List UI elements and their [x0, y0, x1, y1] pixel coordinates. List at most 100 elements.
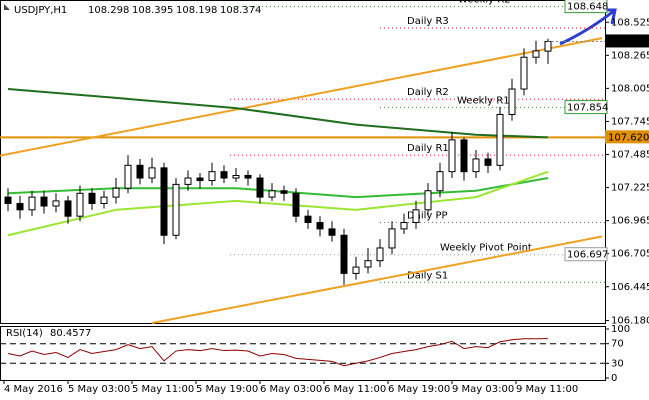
rsi-tick-label: 0 [611, 373, 617, 384]
level-label: Daily R1 [407, 143, 449, 154]
y-tick-label: 106.445 [611, 282, 649, 293]
candle-body [472, 158, 480, 173]
chart-title: USDJPY,H1 [14, 5, 67, 16]
candle-body [232, 174, 240, 179]
candle-body [340, 234, 348, 274]
candle-body [460, 139, 468, 173]
candle-body [220, 171, 228, 179]
x-tick-label: 5 May 03:00 [68, 384, 130, 395]
y-tick-label: 106.965 [611, 216, 649, 227]
candle-body [16, 202, 24, 211]
candle-body [376, 247, 384, 262]
x-tick-label: 5 May 19:00 [196, 384, 258, 395]
candle-body [52, 200, 60, 207]
candle-body [508, 88, 516, 115]
candle-body [316, 222, 324, 230]
candle-body [544, 40, 552, 52]
candle-body [196, 177, 204, 182]
level-label: Weekly Pivot Point [440, 243, 532, 254]
y-tick-label: 106.705 [611, 249, 649, 260]
price-box-label: 107.854 [567, 103, 608, 114]
level-label: Daily PP [407, 211, 448, 222]
price-box [564, 0, 608, 14]
candle-body [436, 171, 444, 192]
header-close: 108.374 [220, 5, 261, 16]
candle-body [388, 228, 396, 249]
candle-body [88, 192, 96, 204]
candle-body [76, 192, 84, 217]
candle-body [112, 187, 120, 198]
header-open: 108.298 [88, 5, 129, 16]
candle-body [400, 222, 408, 230]
y-tick-label: 108.525 [611, 17, 649, 28]
candle-body [124, 164, 132, 189]
level-label: Daily S1 [407, 270, 448, 281]
price-box-label: 106.697 [567, 250, 608, 261]
x-tick-label: 6 May 19:00 [388, 384, 450, 395]
y-tick-label: 108.265 [611, 50, 649, 61]
current-price-label: 108.374 [608, 36, 649, 47]
trendline [151, 235, 603, 324]
hline-box [605, 130, 649, 144]
candle-body [292, 192, 300, 217]
x-tick-label: 5 May 11:00 [132, 384, 194, 395]
candle-body [160, 167, 168, 236]
y-tick-label: 107.225 [611, 183, 649, 194]
candle-body [448, 139, 456, 173]
y-tick-label: 107.485 [611, 150, 649, 161]
candle-body [484, 158, 492, 166]
x-tick-label: 9 May 03:00 [452, 384, 514, 395]
trendline [0, 37, 603, 157]
rsi-tick-label: 70 [611, 339, 624, 350]
candle-body [364, 260, 372, 268]
moving-average [7, 88, 549, 139]
candle-body [4, 196, 12, 204]
icon [4, 4, 10, 10]
x-tick-label: 6 May 11:00 [324, 384, 386, 395]
candle-body [100, 196, 108, 204]
header-low: 108.198 [176, 5, 217, 16]
current-price-box [605, 34, 649, 48]
candle-body [40, 196, 48, 207]
header: USDJPY,H1 108.298 108.395 108.198 108.37… [4, 4, 261, 16]
y-tick-label: 106.180 [611, 315, 649, 326]
header-high: 108.395 [132, 5, 173, 16]
candle-body [280, 190, 288, 194]
candle-body [172, 183, 180, 236]
candle-body [136, 164, 144, 179]
main-panel [0, 0, 606, 324]
rsi-tick-label: 30 [611, 358, 624, 369]
candle-body [148, 167, 156, 179]
candle-body [352, 266, 360, 274]
rsi-value: 80.4577 [50, 328, 91, 339]
candle-body [64, 200, 72, 217]
candle-body [244, 174, 252, 179]
x-tick-label: 9 May 11:00 [516, 384, 578, 395]
hline-label: 107.620 [608, 132, 649, 143]
candle-body [208, 171, 216, 182]
candle-body [520, 56, 528, 90]
level-label: Daily R3 [407, 16, 449, 27]
y-tick-label: 107.745 [611, 116, 649, 127]
rsi-line [7, 338, 549, 367]
candle-body [328, 228, 336, 236]
candle-body [532, 50, 540, 58]
candle-body [496, 113, 504, 166]
rsi-tick-label: 100 [611, 324, 630, 335]
price-box [564, 100, 608, 115]
candle-body [424, 190, 432, 211]
price-box [564, 247, 608, 262]
x-tick-label: 4 May 2016 [4, 384, 63, 395]
candle-body [256, 177, 264, 198]
price-box-label: 108.648 [567, 2, 608, 13]
candle-body [184, 177, 192, 185]
level-label: Weekly R2 [458, 0, 511, 6]
candle-body [28, 196, 36, 211]
x-tick-label: 6 May 03:00 [260, 384, 322, 395]
rsi-panel [0, 326, 606, 381]
rsi-title: RSI(14) [6, 328, 43, 339]
candle-body [268, 190, 276, 198]
candle-body [412, 209, 420, 224]
